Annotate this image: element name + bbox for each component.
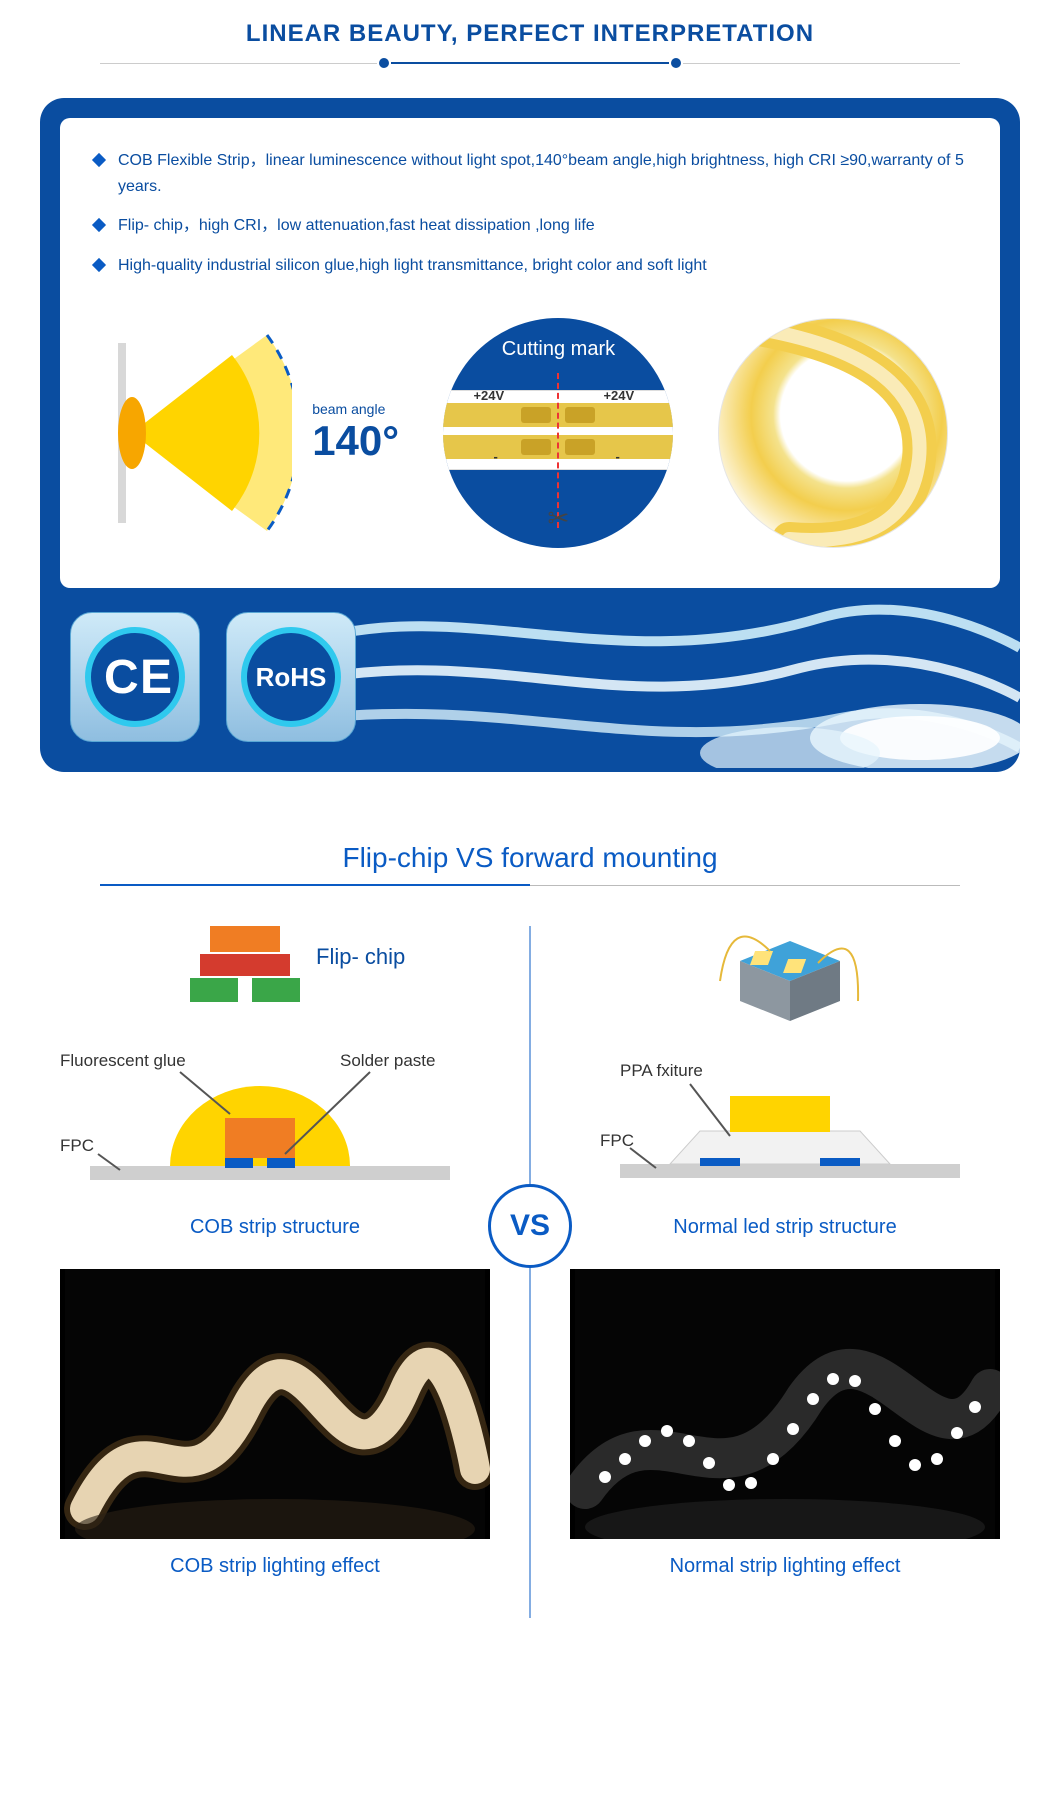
diamond-icon (92, 258, 106, 272)
cob-structure: Flip- chip Fluorescent glue Solder paste… (60, 926, 490, 1206)
comparison: VS Flip- chip Fluorescent glue Solder pa… (60, 926, 1000, 1618)
certification-row: C E RoHS (60, 588, 1000, 752)
bullet-item: High-quality industrial silicon glue,hig… (90, 253, 970, 279)
comparison-separator (530, 926, 531, 1618)
cob-effect-caption: COB strip lighting effect (60, 1555, 490, 1578)
beam-svg (112, 323, 292, 543)
volt-plus: +24V (603, 388, 634, 403)
section2: Flip-chip VS forward mounting VS Flip- c… (0, 832, 1060, 1618)
section2-title: Flip-chip VS forward mounting (0, 832, 1060, 884)
beam-label: beam angle (312, 401, 399, 417)
volt-plus: +24V (473, 388, 504, 403)
flip-chip-label: Flip- chip (316, 944, 405, 970)
cob-structure-caption: COB strip structure (60, 1216, 490, 1239)
beam-value: 140° (312, 417, 399, 465)
cutting-mark-illustration: Cutting mark +24V +24V - - ✂ (443, 318, 673, 548)
bullet-item: Flip- chip，high CRI，low attenuation,fast… (90, 213, 970, 239)
compare-left: Flip- chip Fluorescent glue Solder paste… (60, 926, 490, 1578)
bullet-text: COB Flexible Strip，linear luminescence w… (118, 148, 970, 199)
light-trails (320, 588, 1020, 768)
bullet-text: Flip- chip，high CRI，low attenuation,fast… (118, 213, 595, 239)
led-cube-icon (710, 921, 860, 1031)
rohs-badge: RoHS (226, 612, 356, 742)
vs-badge: VS (488, 1184, 572, 1268)
normal-structure: PPA fxiture FPC (570, 926, 1000, 1206)
bullet-text: High-quality industrial silicon glue,hig… (118, 253, 707, 279)
cutting-mark-title: Cutting mark (443, 338, 673, 361)
volt-minus: - (493, 449, 497, 464)
rohs-text: RoHS (256, 662, 327, 693)
section2-underline (100, 884, 960, 886)
strip-photo (718, 318, 948, 548)
normal-structure-svg (570, 1036, 990, 1206)
bullet-list: COB Flexible Strip，linear luminescence w… (90, 148, 970, 278)
section1-underline (100, 58, 960, 68)
illustration-row: beam angle 140° Cutting mark +24V +24V - (90, 308, 970, 548)
normal-effect-photo (570, 1269, 1000, 1539)
section1-title: LINEAR BEAUTY, PERFECT INTERPRETATION (0, 0, 1060, 58)
bullet-item: COB Flexible Strip，linear luminescence w… (90, 148, 970, 199)
beam-angle-illustration: beam angle 140° (112, 323, 399, 543)
ce-text: C E (104, 650, 166, 705)
diamond-icon (92, 218, 106, 232)
compare-right: PPA fxiture FPC Normal led strip structu… (570, 926, 1000, 1578)
feature-card: COB Flexible Strip，linear luminescence w… (40, 98, 1020, 772)
volt-minus: - (615, 449, 619, 464)
feature-card-inner: COB Flexible Strip，linear luminescence w… (60, 118, 1000, 588)
cob-structure-svg (60, 1036, 480, 1206)
flip-chip-icon (190, 926, 300, 1006)
scissors-icon: ✂ (548, 503, 570, 534)
ce-badge: C E (70, 612, 200, 742)
normal-structure-caption: Normal led strip structure (570, 1216, 1000, 1239)
cob-effect-photo (60, 1269, 490, 1539)
normal-effect-caption: Normal strip lighting effect (570, 1555, 1000, 1578)
diamond-icon (92, 153, 106, 167)
